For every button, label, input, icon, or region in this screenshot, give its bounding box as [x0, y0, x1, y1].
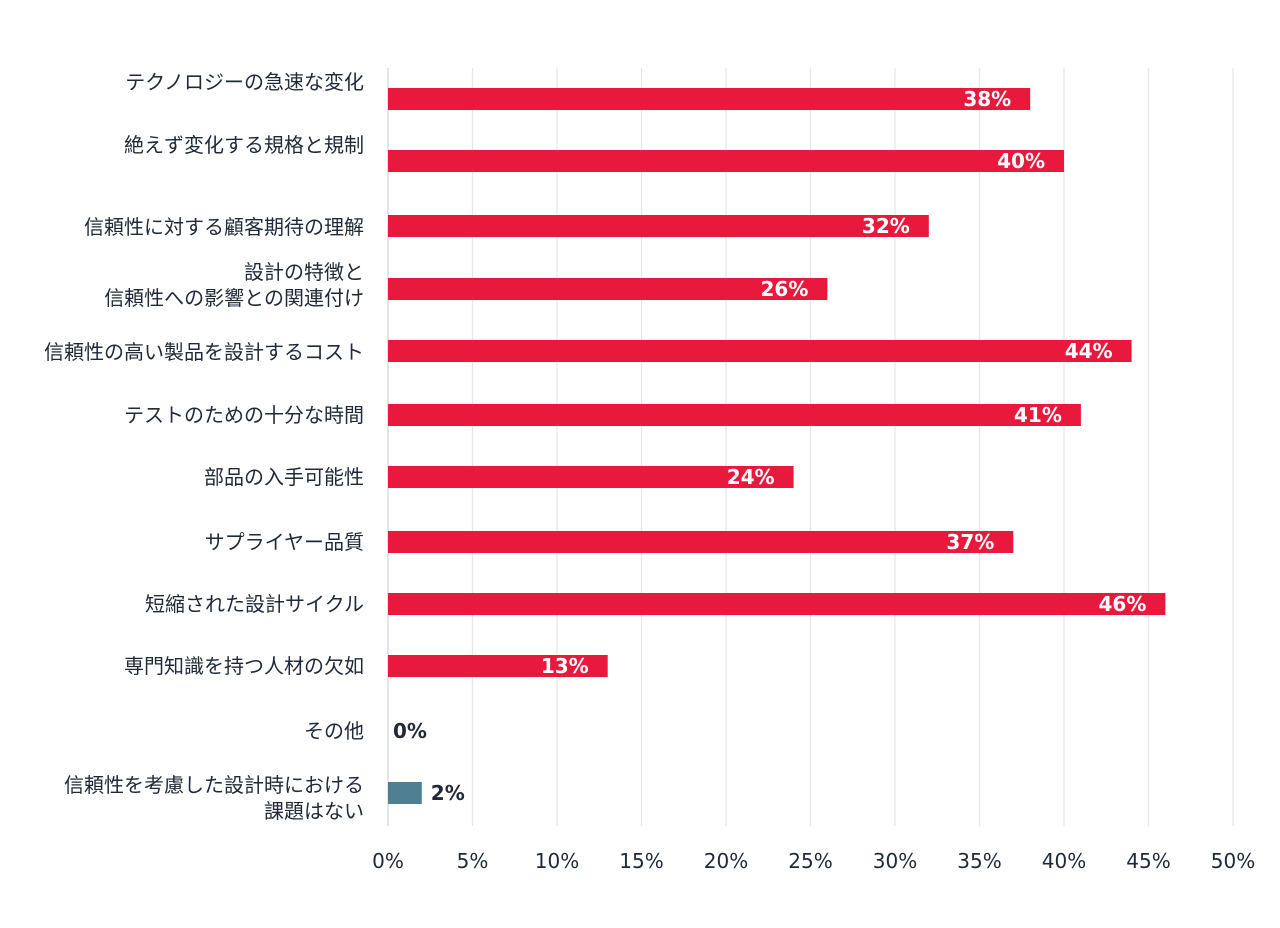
bars: 38% 40% 32% 26% 44% 41% 24% 37% 46% 13% 0% 2%: [388, 87, 1166, 805]
category-labels: テクノロジーの急速な変化絶えず変化する規格と規制信頼性に対する顧客期待の理解設計…: [44, 70, 364, 823]
category-label: テストのための十分な時間: [124, 403, 364, 427]
category-label: 信頼性を考慮した設計時における課題はない: [64, 773, 364, 823]
bar: [388, 782, 422, 804]
category-label: 信頼性の高い製品を設計するコスト: [44, 340, 364, 364]
category-label: テクノロジーの急速な変化: [125, 70, 364, 94]
bar: [388, 340, 1132, 362]
bar: [388, 150, 1064, 172]
gridlines: [387, 68, 1234, 826]
category-label: 専門知識を持つ人材の欠如: [124, 654, 364, 678]
x-tick-label: 30%: [873, 849, 917, 873]
bar: [388, 531, 1014, 553]
data-label: 40%: [997, 149, 1045, 173]
category-label-line: 信頼性の高い製品を設計するコスト: [44, 340, 364, 364]
category-label: 絶えず変化する規格と規制: [124, 133, 364, 157]
category-label-line: 専門知識を持つ人材の欠如: [124, 654, 364, 678]
x-tick-label: 10%: [535, 849, 579, 873]
x-tick-label: 35%: [957, 849, 1001, 873]
bar: [388, 88, 1031, 110]
category-label-line: サプライヤー品質: [205, 530, 364, 554]
category-label: 設計の特徴と信頼性への影響との関連付け: [104, 260, 364, 310]
data-label: 38%: [963, 87, 1011, 111]
x-tick-label: 5%: [457, 849, 489, 873]
category-label-line: 信頼性に対する顧客期待の理解: [84, 215, 364, 239]
data-label: 0%: [393, 719, 427, 743]
data-label: 2%: [431, 781, 465, 805]
bar: [388, 655, 608, 677]
x-tick-label: 25%: [788, 849, 832, 873]
data-label: 37%: [946, 530, 994, 554]
data-label: 13%: [541, 654, 589, 678]
bar: [388, 278, 828, 300]
category-label: 短縮された設計サイクル: [145, 592, 364, 616]
data-label: 46%: [1099, 592, 1147, 616]
data-label: 24%: [727, 465, 775, 489]
category-label-line: 部品の入手可能性: [204, 465, 364, 489]
category-label-line: 短縮された設計サイクル: [145, 592, 364, 616]
x-tick-label: 45%: [1126, 849, 1170, 873]
x-tick-label: 0%: [372, 849, 404, 873]
category-label: 信頼性に対する顧客期待の理解: [84, 215, 364, 239]
category-label-line: 信頼性を考慮した設計時における: [64, 773, 364, 797]
category-label-line: 課題はない: [264, 799, 364, 823]
bar: [388, 404, 1081, 426]
category-label: サプライヤー品質: [205, 530, 364, 554]
x-tick-label: 40%: [1042, 849, 1086, 873]
category-label-line: その他: [304, 719, 364, 743]
category-label: 部品の入手可能性: [204, 465, 364, 489]
category-label-line: テストのための十分な時間: [124, 403, 364, 427]
bar: [388, 215, 929, 237]
data-label: 26%: [761, 277, 809, 301]
category-label-line: 設計の特徴と: [244, 260, 364, 284]
category-label-line: 信頼性への影響との関連付け: [104, 286, 364, 310]
data-label: 41%: [1014, 403, 1062, 427]
data-label: 32%: [862, 214, 910, 238]
data-label: 44%: [1065, 339, 1113, 363]
x-tick-label: 50%: [1211, 849, 1255, 873]
x-tick-label: 20%: [704, 849, 748, 873]
x-tick-labels: 0% 5% 10% 15% 20% 25% 30% 35% 40% 45% 50%: [372, 849, 1255, 873]
category-label-line: テクノロジーの急速な変化: [125, 70, 364, 94]
category-label-line: 絶えず変化する規格と規制: [124, 133, 364, 157]
bar: [388, 593, 1166, 615]
category-label: その他: [304, 719, 364, 743]
bar: [388, 466, 794, 488]
x-tick-label: 15%: [619, 849, 663, 873]
